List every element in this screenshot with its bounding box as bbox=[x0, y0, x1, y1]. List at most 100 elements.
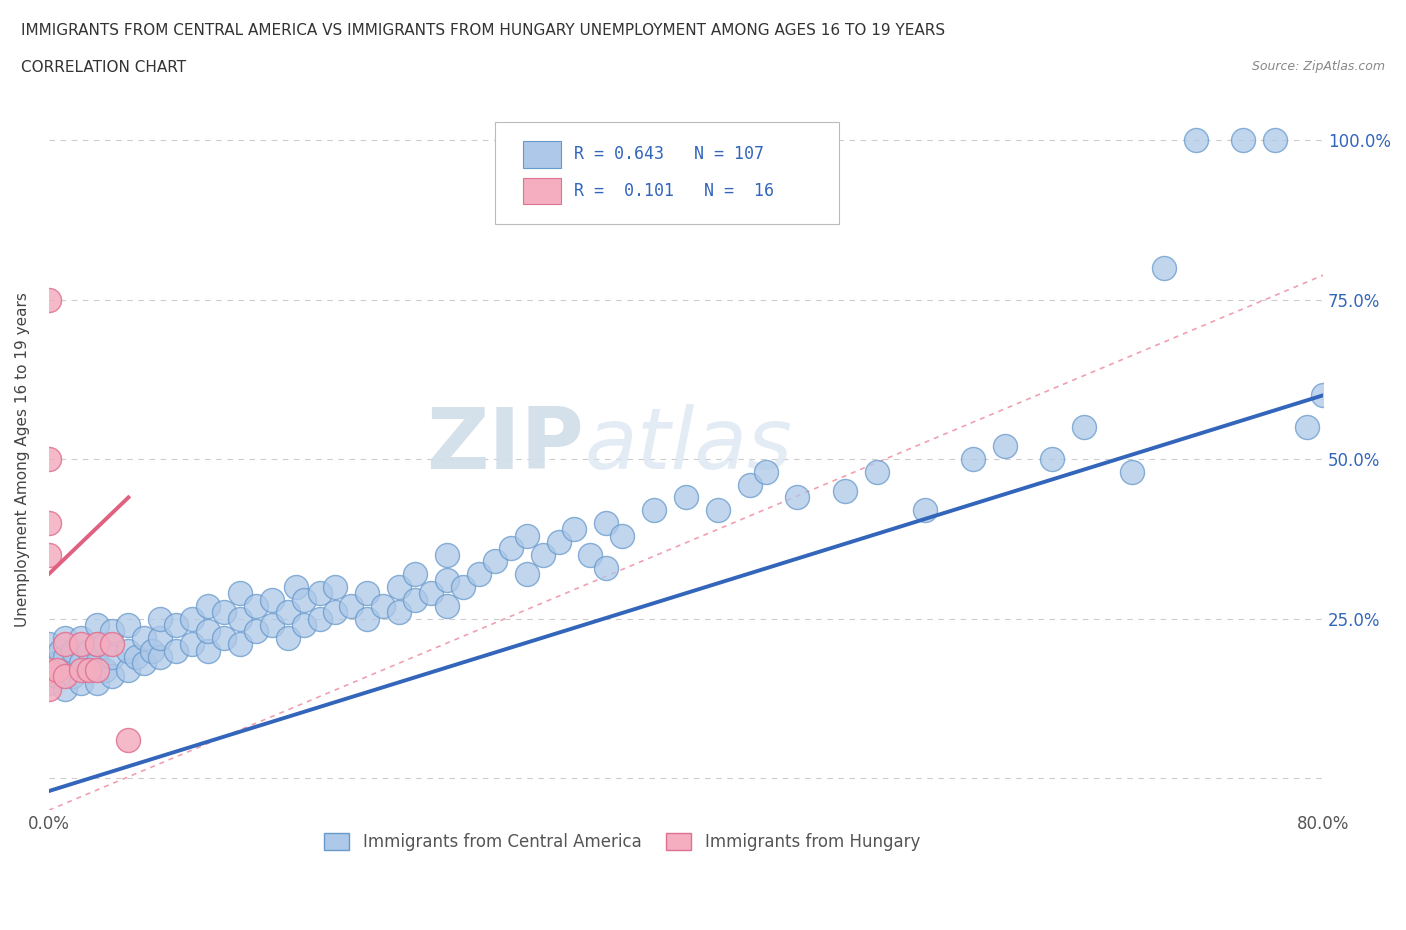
Point bbox=[579, 548, 602, 563]
Point bbox=[388, 604, 411, 619]
Point bbox=[101, 637, 124, 652]
Point bbox=[69, 637, 91, 652]
Point bbox=[612, 528, 634, 543]
Point bbox=[325, 604, 347, 619]
Point bbox=[197, 599, 219, 614]
Point bbox=[181, 611, 204, 626]
Point bbox=[993, 439, 1015, 454]
Point bbox=[786, 490, 808, 505]
Point bbox=[38, 548, 60, 563]
Point bbox=[117, 644, 139, 658]
Point bbox=[53, 682, 76, 697]
Point bbox=[45, 662, 67, 677]
Point bbox=[866, 464, 889, 479]
Point bbox=[595, 515, 617, 530]
Point bbox=[53, 649, 76, 664]
Point bbox=[101, 649, 124, 664]
Point bbox=[69, 675, 91, 690]
Point bbox=[38, 637, 60, 652]
Point bbox=[38, 649, 60, 664]
Point bbox=[451, 579, 474, 594]
Point bbox=[277, 631, 299, 645]
Point bbox=[212, 631, 235, 645]
Text: Source: ZipAtlas.com: Source: ZipAtlas.com bbox=[1251, 60, 1385, 73]
Point bbox=[101, 669, 124, 684]
Point bbox=[755, 464, 778, 479]
Point bbox=[38, 682, 60, 697]
Point bbox=[38, 515, 60, 530]
Point bbox=[499, 541, 522, 556]
Point bbox=[62, 669, 84, 684]
Point bbox=[86, 656, 108, 671]
Point bbox=[134, 631, 156, 645]
Point bbox=[125, 649, 148, 664]
Point bbox=[436, 599, 458, 614]
Point bbox=[1121, 464, 1143, 479]
Point bbox=[404, 592, 426, 607]
Point bbox=[197, 644, 219, 658]
Point bbox=[675, 490, 697, 505]
Point bbox=[1184, 132, 1206, 147]
Point bbox=[134, 656, 156, 671]
Point bbox=[834, 484, 856, 498]
Point bbox=[962, 452, 984, 467]
Point bbox=[1312, 388, 1334, 403]
Point bbox=[707, 503, 730, 518]
Point bbox=[77, 662, 100, 677]
Point bbox=[86, 618, 108, 632]
Point bbox=[38, 675, 60, 690]
Text: R = 0.643   N = 107: R = 0.643 N = 107 bbox=[574, 145, 763, 164]
Point bbox=[564, 522, 586, 537]
Point bbox=[1040, 452, 1063, 467]
Text: ZIP: ZIP bbox=[426, 404, 583, 486]
Point bbox=[308, 586, 330, 601]
Point bbox=[69, 662, 91, 677]
Point bbox=[292, 592, 315, 607]
Text: R =  0.101   N =  16: R = 0.101 N = 16 bbox=[574, 182, 773, 200]
Point bbox=[69, 656, 91, 671]
Point bbox=[356, 586, 378, 601]
Point bbox=[45, 656, 67, 671]
Point bbox=[62, 644, 84, 658]
Point bbox=[117, 733, 139, 748]
Point bbox=[277, 604, 299, 619]
Point bbox=[117, 618, 139, 632]
Point bbox=[38, 662, 60, 677]
Point bbox=[1073, 419, 1095, 434]
Point bbox=[1153, 260, 1175, 275]
Point bbox=[149, 649, 172, 664]
Point bbox=[229, 611, 252, 626]
Point bbox=[1264, 132, 1286, 147]
Point bbox=[245, 599, 267, 614]
Point bbox=[86, 675, 108, 690]
Point bbox=[436, 548, 458, 563]
Point bbox=[260, 618, 283, 632]
Point bbox=[1296, 419, 1319, 434]
Point bbox=[325, 579, 347, 594]
Point bbox=[117, 662, 139, 677]
Point bbox=[93, 637, 115, 652]
Point bbox=[149, 611, 172, 626]
Point bbox=[101, 624, 124, 639]
Point bbox=[468, 566, 491, 581]
Point bbox=[165, 644, 187, 658]
Point bbox=[229, 586, 252, 601]
Point bbox=[69, 631, 91, 645]
Point bbox=[547, 535, 569, 550]
Point bbox=[516, 566, 538, 581]
Point bbox=[914, 503, 936, 518]
Text: IMMIGRANTS FROM CENTRAL AMERICA VS IMMIGRANTS FROM HUNGARY UNEMPLOYMENT AMONG AG: IMMIGRANTS FROM CENTRAL AMERICA VS IMMIG… bbox=[21, 23, 945, 38]
Point bbox=[388, 579, 411, 594]
Point bbox=[53, 631, 76, 645]
Point bbox=[197, 624, 219, 639]
Point bbox=[49, 644, 72, 658]
Point bbox=[45, 669, 67, 684]
Point bbox=[77, 662, 100, 677]
Point bbox=[165, 618, 187, 632]
Point bbox=[86, 662, 108, 677]
FancyBboxPatch shape bbox=[495, 122, 839, 224]
Point bbox=[531, 548, 554, 563]
Point bbox=[404, 566, 426, 581]
Point bbox=[292, 618, 315, 632]
Point bbox=[308, 611, 330, 626]
